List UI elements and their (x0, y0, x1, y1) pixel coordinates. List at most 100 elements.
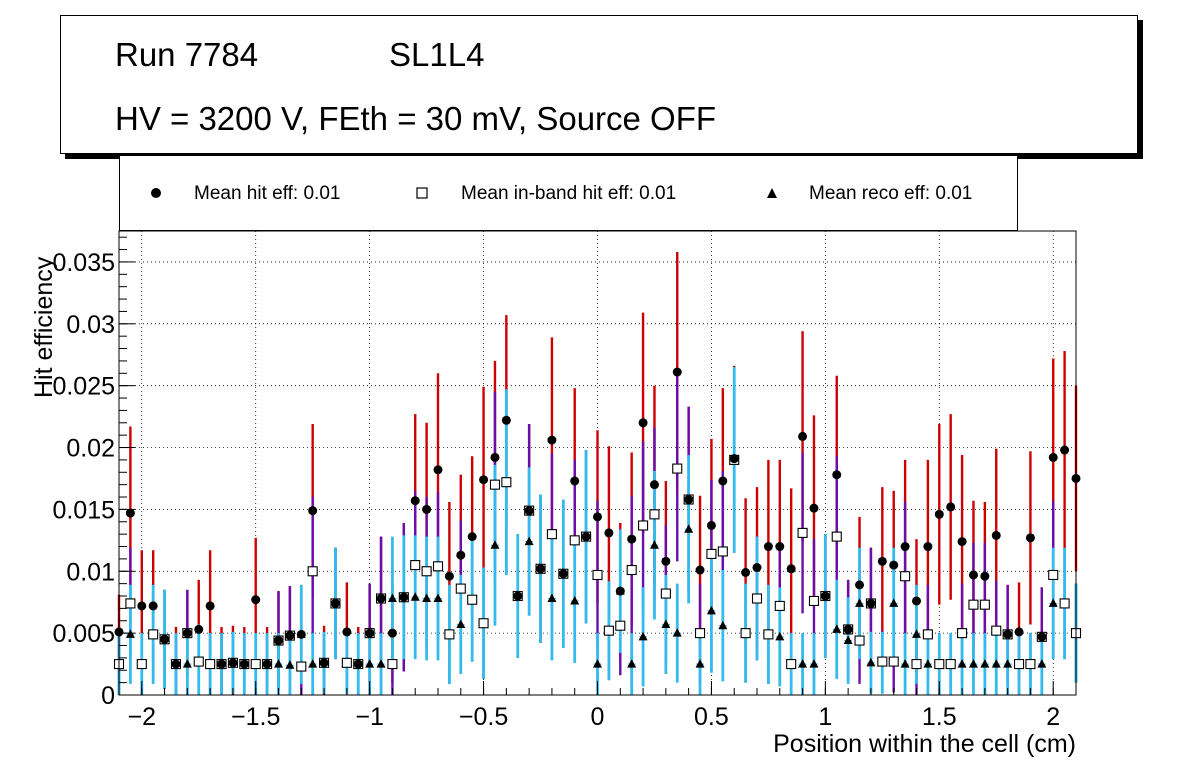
hit-eff-point (798, 431, 808, 441)
y-tick-label: 0 (101, 682, 115, 710)
x-tick-label: −2 (128, 703, 157, 731)
hit-eff-point (968, 570, 978, 580)
inband-eff-point (467, 594, 478, 605)
reco-eff-point (308, 659, 318, 668)
y-tick-label: 0.015 (52, 496, 115, 524)
reco-eff-point (843, 635, 853, 645)
hit-eff-point (444, 571, 454, 581)
legend-square-marker (416, 187, 428, 199)
hit-eff-point (410, 496, 420, 506)
hit-eff-point (786, 564, 796, 574)
inband-eff-point (991, 625, 1002, 636)
hit-eff-point (718, 476, 728, 486)
inband-eff-point (136, 659, 147, 670)
reco-eff-point (1037, 659, 1047, 668)
reco-eff-point (1048, 598, 1058, 607)
reco-eff-point (991, 659, 1001, 668)
hit-eff-point (228, 658, 238, 668)
hit-eff-point (262, 659, 272, 669)
reco-eff-point (809, 659, 819, 668)
legend-inband-label: Mean in-band hit eff: 0.01 (461, 183, 677, 204)
inband-eff-point (957, 628, 968, 639)
inband-eff-point (934, 659, 945, 670)
reco-eff-point (433, 593, 443, 602)
reco-eff-point (706, 605, 716, 615)
reco-eff-point (649, 540, 659, 549)
hit-eff-point (1014, 627, 1024, 637)
hit-eff-point (182, 628, 192, 638)
reco-eff-point (365, 659, 375, 668)
hit-eff-point (274, 636, 283, 646)
hit-eff-point (570, 476, 580, 486)
hit-eff-point (820, 591, 830, 601)
hit-eff-point (1037, 632, 1047, 642)
reco-eff-point (855, 598, 865, 607)
reco-eff-point (684, 524, 694, 533)
hit-eff-point (706, 520, 716, 530)
inband-eff-point (774, 600, 785, 611)
reco-eff-point (593, 659, 602, 668)
y-tick-label: 0.035 (52, 249, 115, 277)
hit-eff-point (809, 503, 819, 513)
hit-eff-point (991, 530, 1001, 540)
inband-eff-point (638, 520, 649, 531)
inband-eff-point (979, 599, 990, 610)
inband-eff-point (900, 571, 911, 582)
axis-ticks: −2 −1.5 −1 −0.5 0 0.5 1 1.5 2 0 0.005 0.01 0.015 0.02… (52, 236, 1077, 731)
hit-eff-point (137, 601, 147, 611)
inband-eff-point (763, 629, 774, 640)
reco-eff-point (376, 659, 386, 668)
reco-eff-point (695, 659, 705, 668)
hit-eff-point (672, 367, 682, 377)
hit-eff-point (889, 560, 899, 570)
inband-eff-point (1013, 659, 1025, 670)
inband-eff-point (193, 656, 204, 667)
inband-eff-point (296, 661, 307, 672)
hit-eff-point (855, 580, 865, 590)
hit-eff-point (490, 452, 500, 462)
run-label: Run 7784 (115, 36, 259, 73)
inband-eff-point (694, 628, 706, 639)
x-tick-label: 2 (1046, 703, 1060, 731)
hit-eff-point (695, 565, 705, 575)
x-axis-title: Position within the cell (cm) (773, 730, 1076, 758)
inband-eff-point (432, 561, 444, 572)
hit-eff-point (832, 470, 842, 480)
inband-eff-point (786, 659, 797, 670)
hit-eff-point (638, 418, 648, 428)
y-tick-label: 0.025 (52, 373, 115, 401)
inband-eff-point (592, 569, 603, 581)
hit-eff-point (912, 596, 921, 606)
x-tick-label: 1 (818, 703, 832, 731)
hit-eff-point (684, 495, 694, 505)
inband-eff-point (797, 527, 808, 538)
reco-eff-point (570, 595, 580, 605)
title-box: Run 7784 SL1L4 HV = 3200 V, FEth = 30 mV… (60, 15, 1138, 154)
inband-eff-point (148, 629, 159, 640)
reco-eff-point (957, 659, 967, 668)
hit-eff-point (422, 504, 432, 514)
hit-eff-point (160, 634, 170, 644)
reco-eff-point (387, 593, 397, 602)
hit-eff-point (513, 591, 523, 601)
legend-hit-label: Mean hit eff: 0.01 (194, 183, 341, 204)
y-tick-label: 0.01 (66, 558, 115, 586)
hit-eff-point (433, 465, 443, 475)
hit-eff-point (558, 569, 568, 579)
y-tick-label: 0.005 (52, 620, 115, 648)
hit-eff-point (1003, 629, 1013, 639)
hit-eff-point (171, 659, 181, 669)
inband-eff-point (968, 599, 979, 610)
hit-eff-point (387, 628, 397, 638)
inband-eff-point (421, 566, 432, 577)
hit-eff-point (957, 537, 967, 547)
hit-eff-point (524, 506, 534, 516)
hit-eff-point (729, 454, 739, 464)
inband-eff-point (808, 595, 820, 607)
hit-eff-point (581, 532, 591, 542)
error-bars (115, 252, 1080, 695)
hit-eff-point (501, 415, 511, 425)
hit-eff-point (775, 542, 785, 552)
reco-eff-point (718, 620, 728, 630)
markers (113, 367, 1082, 672)
